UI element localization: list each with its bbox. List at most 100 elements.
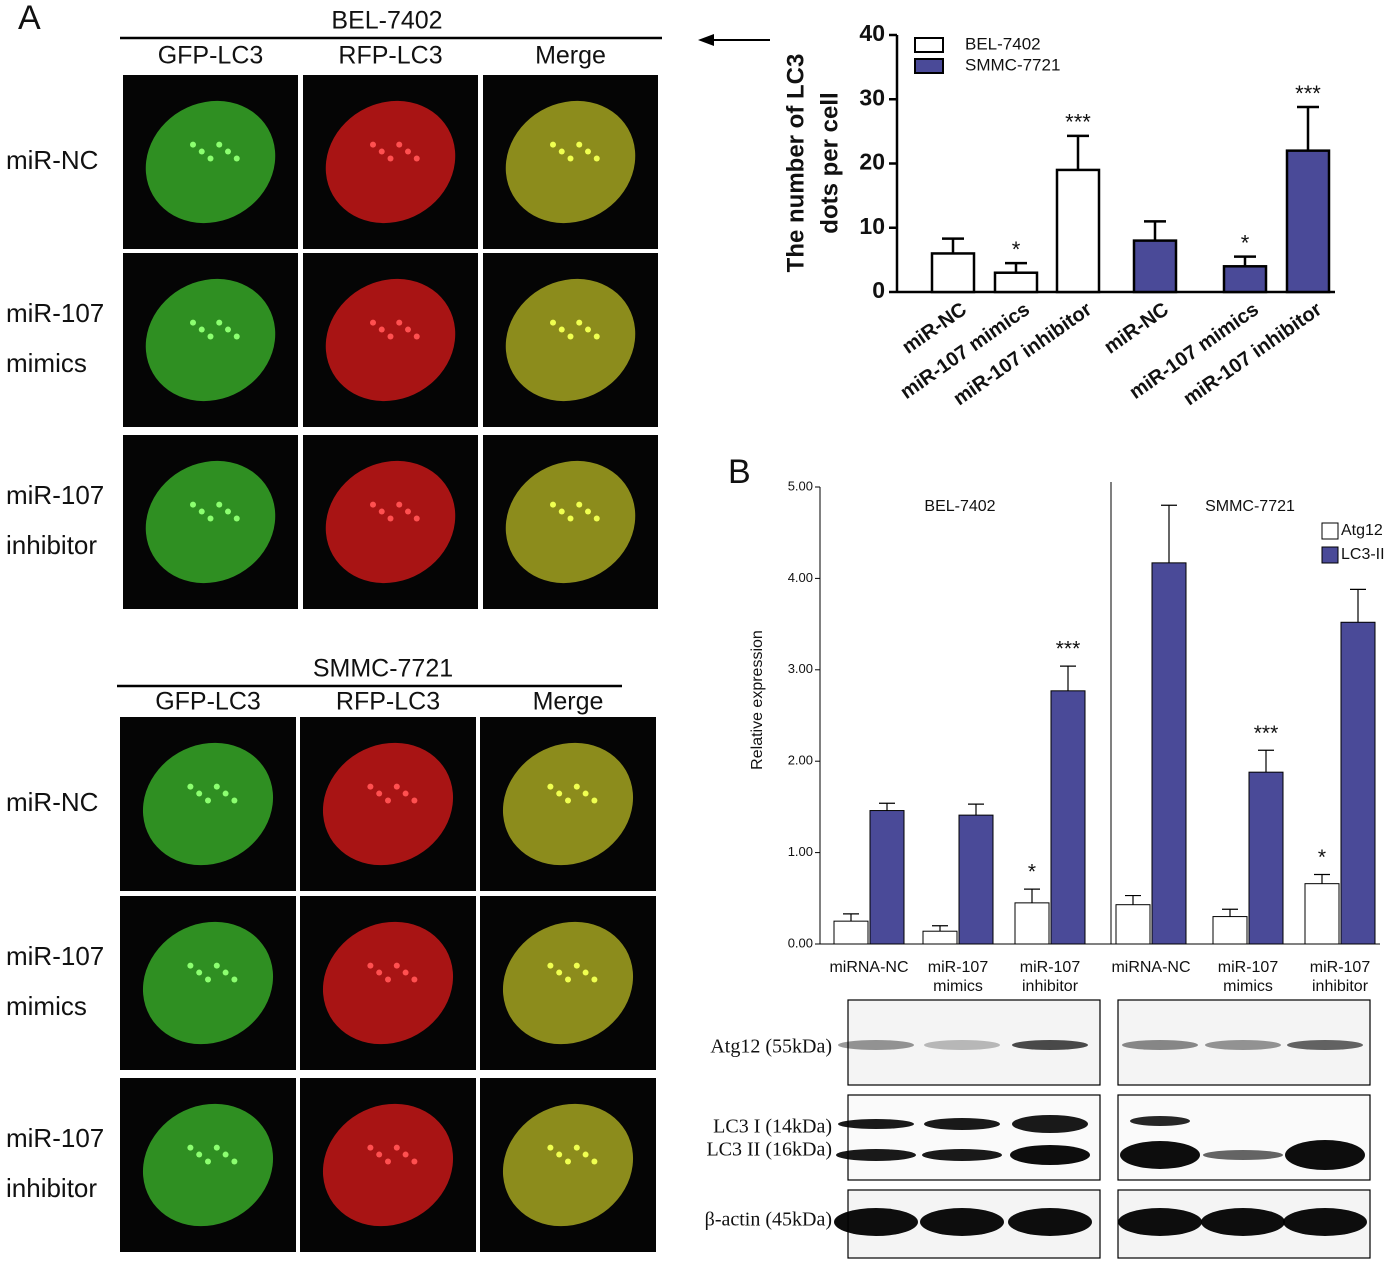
legend-label: LC3-II	[1341, 546, 1385, 563]
bar	[930, 252, 976, 294]
puncta	[225, 148, 231, 155]
micrograph	[303, 75, 478, 249]
cell	[325, 278, 456, 402]
puncta	[411, 797, 418, 804]
blot-label: β-actin (45kDa)	[705, 1209, 832, 1231]
significance: *	[1028, 861, 1036, 884]
y-axis-label: Relative expression	[749, 630, 766, 770]
blot-band	[1010, 1145, 1090, 1165]
column-label: Merge	[535, 42, 606, 70]
error-bar	[1005, 261, 1027, 273]
puncta	[387, 333, 394, 340]
error-bar	[1222, 908, 1238, 917]
puncta	[198, 508, 205, 515]
puncta	[231, 1158, 238, 1165]
micrograph	[300, 1078, 476, 1252]
panel-title: SMMC-7721	[313, 655, 453, 683]
puncta	[385, 1158, 391, 1165]
puncta	[233, 333, 240, 340]
blot-label: Atg12 (55kDa)	[710, 1036, 832, 1058]
y-tick-label: 20	[859, 149, 885, 175]
puncta	[207, 155, 214, 162]
x-tick-label: inhibitor	[1022, 978, 1079, 995]
puncta	[411, 976, 418, 983]
y-tick-label: 30	[859, 84, 885, 110]
puncta	[565, 1158, 571, 1165]
puncta	[591, 976, 598, 983]
blot-band	[920, 1208, 1004, 1236]
puncta	[593, 515, 600, 522]
blot-band	[924, 1040, 1000, 1050]
blot-frame	[847, 1094, 1101, 1181]
panel-label: A	[18, 0, 41, 37]
puncta	[196, 1151, 203, 1158]
bar	[833, 920, 869, 945]
x-tick-label: miR-107	[928, 959, 989, 976]
puncta	[411, 1158, 418, 1165]
puncta	[565, 797, 571, 804]
blot-band	[1118, 1208, 1202, 1236]
error-bar	[1144, 220, 1166, 241]
micrograph	[120, 896, 296, 1070]
puncta	[396, 501, 403, 508]
puncta	[585, 148, 591, 155]
micrograph	[480, 717, 656, 891]
puncta	[413, 333, 420, 340]
puncta	[582, 969, 589, 976]
puncta	[205, 797, 211, 804]
significance: *	[1318, 846, 1326, 869]
puncta	[187, 1144, 194, 1151]
error-bar	[843, 913, 859, 922]
puncta	[378, 508, 385, 515]
cell	[142, 921, 274, 1045]
x-tick-label: miR-NC	[1100, 298, 1173, 358]
puncta	[593, 333, 600, 340]
bar	[1285, 149, 1331, 294]
micrograph	[123, 75, 298, 249]
puncta	[576, 319, 583, 326]
puncta	[593, 155, 600, 162]
puncta	[190, 141, 196, 148]
bar	[1304, 883, 1340, 945]
puncta	[198, 148, 205, 155]
puncta	[222, 1151, 229, 1158]
blot-band	[1201, 1208, 1285, 1236]
puncta	[582, 1151, 589, 1158]
cell	[142, 742, 274, 866]
error-bar	[1060, 665, 1076, 691]
puncta	[233, 515, 240, 522]
column-label: GFP-LC3	[155, 688, 261, 716]
puncta	[550, 501, 556, 508]
significance: ***	[1056, 638, 1081, 661]
blot-band	[1012, 1115, 1088, 1133]
puncta	[370, 141, 376, 148]
bar	[1151, 562, 1187, 945]
puncta	[387, 515, 394, 522]
cell	[322, 742, 454, 866]
bar	[1050, 690, 1086, 945]
cell	[145, 100, 276, 224]
cell	[145, 278, 276, 402]
blot-band	[1203, 1150, 1283, 1160]
puncta	[567, 155, 574, 162]
legend-swatch	[914, 58, 944, 74]
legend-swatch	[1321, 522, 1339, 540]
error-bar	[1258, 749, 1274, 773]
puncta	[550, 319, 556, 326]
blot-band	[836, 1149, 916, 1161]
puncta	[396, 319, 403, 326]
y-tick-label: 2.00	[788, 753, 813, 768]
row-label: miR-107	[6, 1123, 104, 1153]
puncta	[367, 783, 374, 790]
legend-swatch	[1321, 546, 1339, 564]
micrograph	[300, 896, 476, 1070]
legend-label: SMMC-7721	[965, 55, 1060, 74]
error-bar	[1161, 504, 1177, 563]
puncta	[567, 333, 574, 340]
micrograph	[120, 717, 296, 891]
row-label: mimics	[6, 348, 87, 378]
panel-title: BEL-7402	[331, 7, 442, 35]
row-label: inhibitor	[6, 1173, 97, 1203]
y-axis-label: dots per cell	[816, 92, 843, 233]
